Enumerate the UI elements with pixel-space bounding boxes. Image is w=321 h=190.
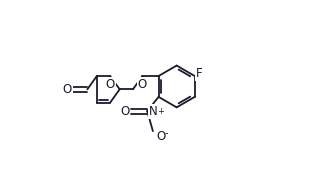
Text: O: O (138, 78, 147, 90)
Text: O: O (156, 130, 166, 142)
Text: O: O (62, 83, 72, 96)
Text: +: + (157, 107, 164, 116)
Text: O: O (120, 105, 130, 118)
Text: N: N (149, 105, 158, 118)
Text: O: O (106, 78, 115, 90)
Text: -: - (164, 128, 168, 138)
Text: F: F (196, 67, 203, 80)
